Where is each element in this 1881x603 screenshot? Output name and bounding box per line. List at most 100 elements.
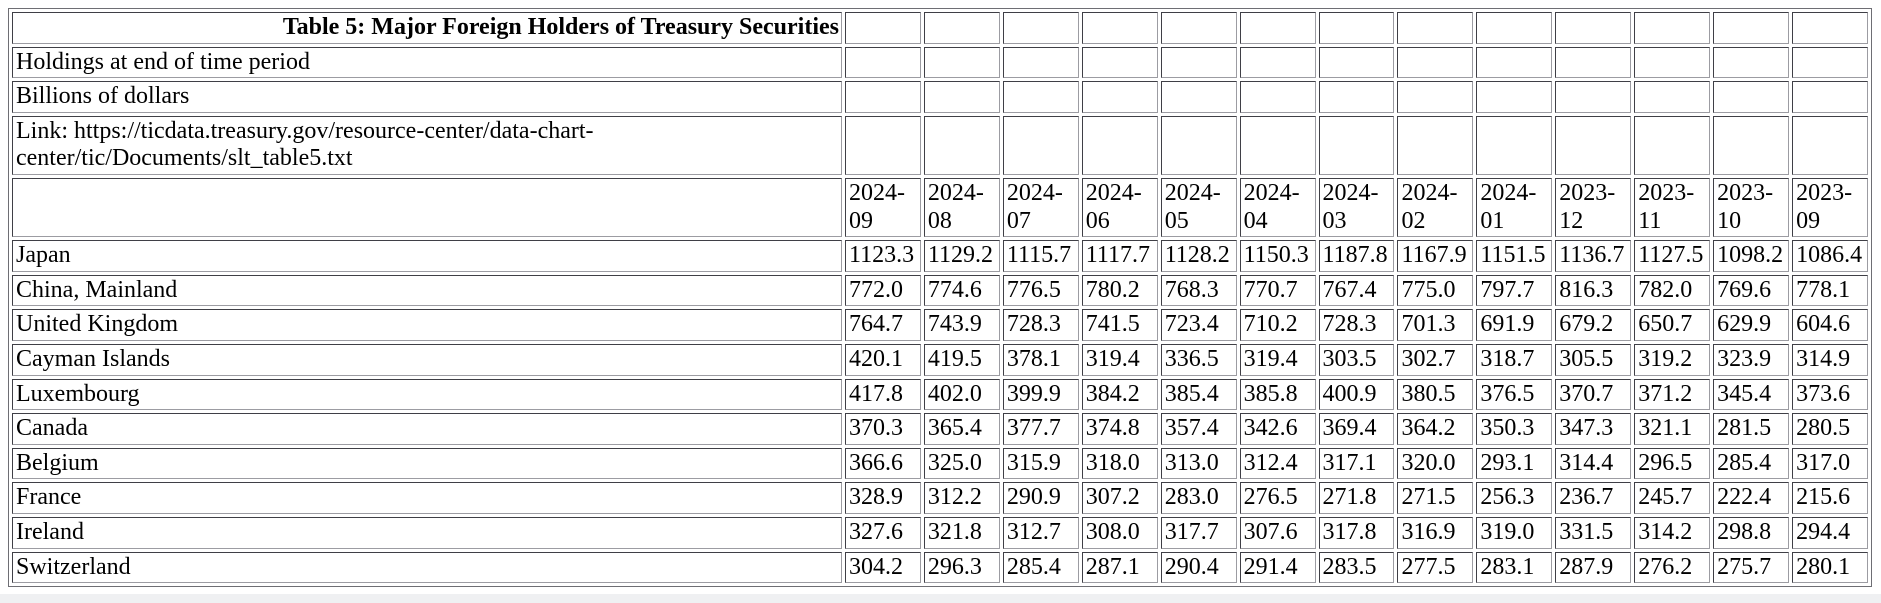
empty-cell — [1002, 46, 1079, 79]
value-cell: 767.4 — [1318, 274, 1395, 307]
empty-cell — [1634, 115, 1711, 175]
value-cell: 317.1 — [1318, 447, 1395, 480]
title-row: Table 5: Major Foreign Holders of Treasu… — [12, 12, 1868, 44]
value-cell: 402.0 — [923, 378, 1000, 411]
empty-cell — [1476, 81, 1553, 113]
value-cell: 374.8 — [1081, 413, 1158, 445]
empty-cell — [1713, 115, 1790, 175]
value-cell: 315.9 — [1002, 447, 1079, 480]
value-cell: 285.4 — [1713, 447, 1790, 480]
empty-cell — [1555, 46, 1632, 79]
value-cell: 321.8 — [923, 516, 1000, 549]
value-cell: 774.6 — [923, 274, 1000, 307]
value-cell: 350.3 — [1476, 413, 1553, 445]
value-cell: 303.5 — [1318, 343, 1395, 376]
value-cell: 775.0 — [1397, 274, 1474, 307]
empty-cell — [1555, 12, 1632, 44]
value-cell: 320.0 — [1397, 447, 1474, 480]
value-cell: 325.0 — [923, 447, 1000, 480]
empty-cell — [1397, 46, 1474, 79]
value-cell: 291.4 — [1239, 551, 1316, 584]
empty-cell — [1318, 46, 1395, 79]
row-label: Ireland — [12, 516, 842, 549]
value-cell: 313.0 — [1160, 447, 1237, 480]
empty-cell — [1792, 115, 1868, 175]
empty-cell — [845, 46, 921, 79]
value-cell: 1123.3 — [845, 240, 921, 272]
value-cell: 1129.2 — [923, 240, 1000, 272]
table-row: France 328.9 312.2 290.9 307.2 283.0 276.5 271.… — [12, 482, 1868, 514]
table-units: Billions of dollars — [12, 81, 842, 113]
value-cell: 728.3 — [1002, 309, 1079, 341]
value-cell: 378.1 — [1002, 343, 1079, 376]
value-cell: 331.5 — [1555, 516, 1632, 549]
table-row: Belgium 366.6 325.0 315.9 318.0 313.0 312.4 317… — [12, 447, 1868, 480]
table-row: Switzerland 304.2 296.3 285.4 287.1 290.4 291.… — [12, 551, 1868, 584]
value-cell: 276.5 — [1239, 482, 1316, 514]
value-cell: 283.0 — [1160, 482, 1237, 514]
value-cell: 691.9 — [1476, 309, 1553, 341]
empty-cell — [1002, 12, 1079, 44]
value-cell: 357.4 — [1160, 413, 1237, 445]
column-header: 2024-08 — [923, 177, 1000, 238]
empty-cell — [1318, 12, 1395, 44]
column-header: 2024-06 — [1081, 177, 1158, 238]
row-label: Cayman Islands — [12, 343, 842, 376]
value-cell: 281.5 — [1713, 413, 1790, 445]
empty-corner-cell — [12, 177, 842, 238]
table-row: Canada 370.3 365.4 377.7 374.8 357.4 342.6 369.… — [12, 413, 1868, 445]
column-header-row: 2024-09 2024-08 2024-07 2024-06 2024-05 2024-… — [12, 177, 1868, 238]
value-cell: 256.3 — [1476, 482, 1553, 514]
value-cell: 277.5 — [1397, 551, 1474, 584]
empty-cell — [1713, 46, 1790, 79]
value-cell: 319.4 — [1239, 343, 1316, 376]
value-cell: 314.9 — [1792, 343, 1868, 376]
value-cell: 371.2 — [1634, 378, 1711, 411]
column-header: 2024-05 — [1160, 177, 1237, 238]
value-cell: 304.2 — [845, 551, 921, 584]
column-header: 2024-04 — [1239, 177, 1316, 238]
value-cell: 710.2 — [1239, 309, 1316, 341]
value-cell: 222.4 — [1713, 482, 1790, 514]
column-header: 2023-12 — [1555, 177, 1632, 238]
value-cell: 782.0 — [1634, 274, 1711, 307]
value-cell: 1151.5 — [1476, 240, 1553, 272]
empty-cell — [923, 46, 1000, 79]
units-row: Billions of dollars — [12, 81, 1868, 113]
empty-cell — [1713, 81, 1790, 113]
empty-cell — [1397, 81, 1474, 113]
empty-cell — [1634, 81, 1711, 113]
value-cell: 385.8 — [1239, 378, 1316, 411]
empty-cell — [923, 12, 1000, 44]
value-cell: 317.8 — [1318, 516, 1395, 549]
value-cell: 312.4 — [1239, 447, 1316, 480]
row-label: Luxembourg — [12, 378, 842, 411]
row-label: Japan — [12, 240, 842, 272]
treasury-holders-table: Table 5: Major Foreign Holders of Treasu… — [8, 8, 1872, 588]
value-cell: 298.8 — [1713, 516, 1790, 549]
value-cell: 1136.7 — [1555, 240, 1632, 272]
empty-cell — [1081, 12, 1158, 44]
value-cell: 317.0 — [1792, 447, 1868, 480]
row-label: United Kingdom — [12, 309, 842, 341]
empty-cell — [923, 81, 1000, 113]
table-title: Table 5: Major Foreign Holders of Treasu… — [12, 12, 842, 44]
value-cell: 319.2 — [1634, 343, 1711, 376]
empty-cell — [1318, 81, 1395, 113]
empty-cell — [1555, 115, 1632, 175]
value-cell: 629.9 — [1713, 309, 1790, 341]
column-header: 2023-09 — [1792, 177, 1868, 238]
value-cell: 741.5 — [1081, 309, 1158, 341]
value-cell: 283.1 — [1476, 551, 1553, 584]
empty-cell — [845, 12, 921, 44]
value-cell: 768.3 — [1160, 274, 1237, 307]
value-cell: 380.5 — [1397, 378, 1474, 411]
value-cell: 287.1 — [1081, 551, 1158, 584]
value-cell: 679.2 — [1555, 309, 1632, 341]
empty-cell — [1792, 81, 1868, 113]
value-cell: 319.0 — [1476, 516, 1553, 549]
value-cell: 1167.9 — [1397, 240, 1474, 272]
value-cell: 816.3 — [1555, 274, 1632, 307]
value-cell: 384.2 — [1081, 378, 1158, 411]
value-cell: 770.7 — [1239, 274, 1316, 307]
